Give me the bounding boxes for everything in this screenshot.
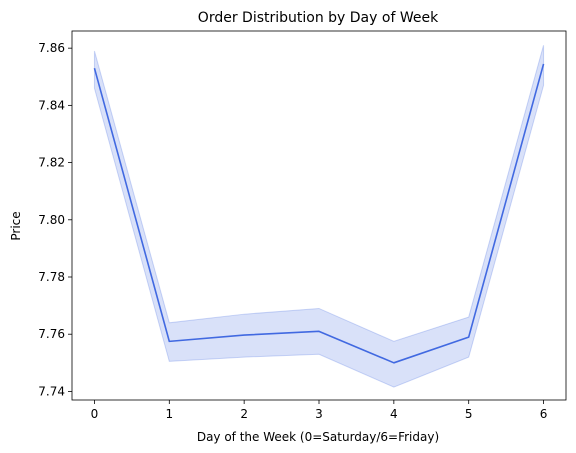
y-tick-label: 7.86 — [38, 41, 65, 55]
data-point — [168, 340, 170, 342]
x-axis-label: Day of the Week (0=Saturday/6=Friday) — [197, 430, 439, 444]
plot-area: 0 1 2 3 4 5 6 7.74 7.76 7.78 7.80 7.82 7.84 7.86 — [38, 30, 567, 421]
y-tick-label: 7.84 — [38, 98, 65, 112]
y-tick-label: 7.82 — [38, 156, 65, 170]
y-tick-label: 7.78 — [38, 270, 65, 284]
x-tick-label: 2 — [240, 407, 248, 421]
data-point — [318, 330, 320, 332]
data-point — [243, 334, 245, 336]
x-tick-label: 4 — [390, 407, 398, 421]
x-tick-label: 5 — [465, 407, 473, 421]
y-axis-label: Price — [9, 211, 23, 240]
x-tick-label: 0 — [91, 407, 99, 421]
series-line — [93, 63, 545, 364]
x-tick-label: 3 — [315, 407, 323, 421]
confidence-band — [93, 45, 545, 388]
y-tick-label: 7.74 — [38, 384, 65, 398]
x-tick-label: 6 — [540, 407, 548, 421]
y-tick-label: 7.76 — [38, 327, 65, 341]
chart-title: Order Distribution by Day of Week — [198, 10, 439, 26]
data-point — [468, 336, 470, 338]
data-point — [542, 63, 544, 65]
data-point — [93, 67, 95, 69]
y-tick-label: 7.80 — [38, 213, 65, 227]
data-point — [393, 362, 395, 364]
x-tick-label: 1 — [165, 407, 173, 421]
